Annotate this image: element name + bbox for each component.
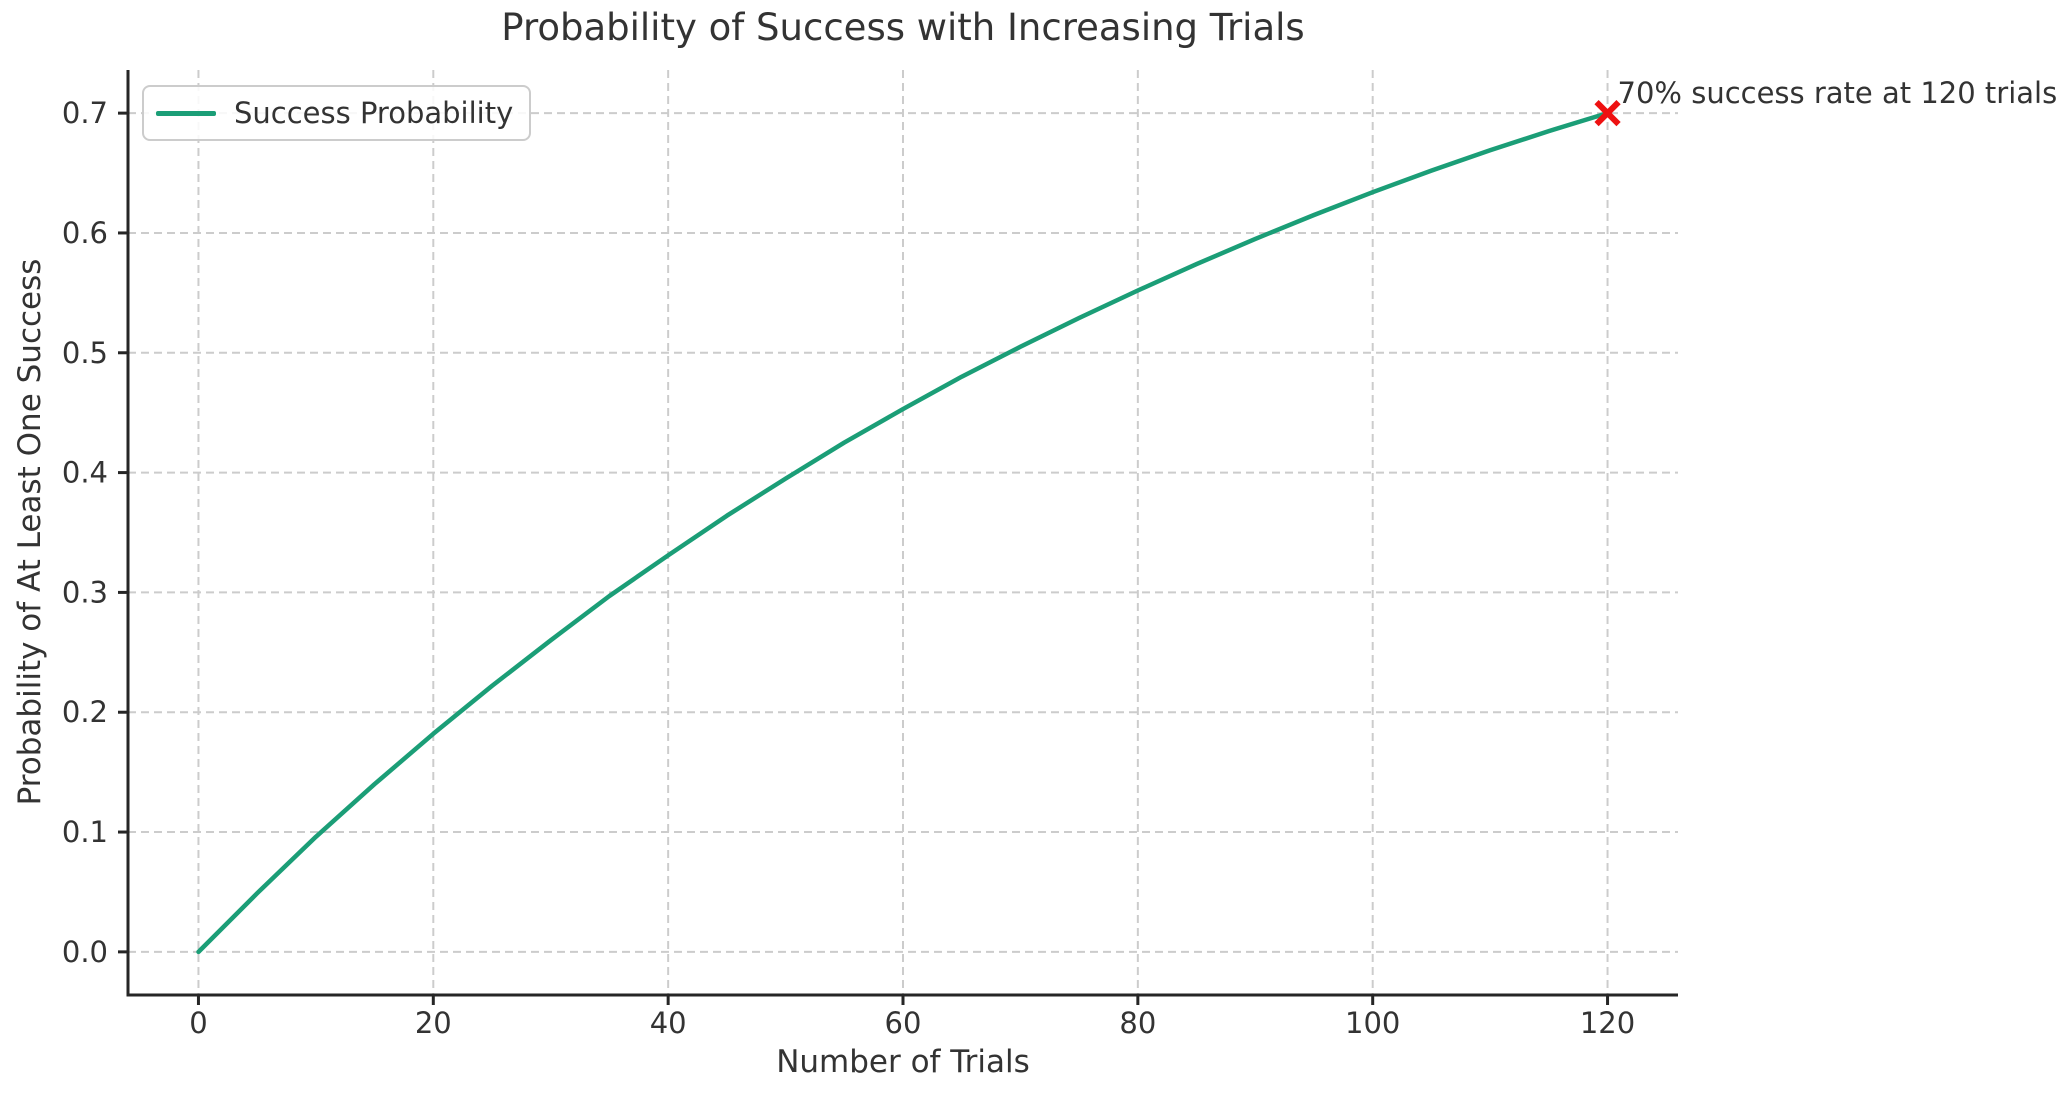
x-tick-label: 120	[1580, 1006, 1635, 1040]
x-tick-label: 100	[1345, 1006, 1400, 1040]
y-tick-label: 0.0	[62, 935, 108, 969]
chart-title: Probability of Success with Increasing T…	[501, 6, 1305, 49]
legend: Success Probability	[142, 85, 532, 141]
y-tick-label: 0.6	[62, 216, 108, 250]
y-tick-label: 0.2	[62, 695, 108, 729]
y-axis-label: Probability of At Least One Success	[12, 258, 48, 806]
y-tick-label: 0.4	[62, 456, 108, 490]
x-tick-label: 80	[1119, 1006, 1156, 1040]
legend-line-swatch	[156, 110, 216, 116]
x-tick-label: 0	[189, 1006, 207, 1040]
marker-x-icon	[1594, 100, 1621, 127]
y-tick-label: 0.5	[62, 336, 108, 370]
point-annotation: 70% success rate at 120 trials	[1617, 76, 2058, 111]
x-axis-label: Number of Trials	[776, 1044, 1030, 1080]
y-tick-label: 0.7	[62, 96, 108, 130]
y-tick-label: 0.1	[62, 815, 108, 849]
x-tick-label: 40	[650, 1006, 687, 1040]
x-tick-label: 20	[415, 1006, 452, 1040]
y-tick-label: 0.3	[62, 575, 108, 609]
series-line	[196, 110, 1610, 955]
legend-label: Success Probability	[234, 96, 514, 130]
x-tick-label: 60	[885, 1006, 922, 1040]
